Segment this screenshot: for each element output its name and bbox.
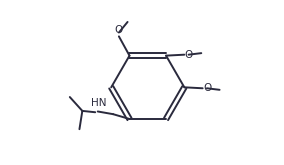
Text: O: O: [114, 25, 123, 35]
Text: O: O: [203, 83, 211, 93]
Text: O: O: [185, 50, 193, 60]
Text: HN: HN: [91, 98, 106, 108]
